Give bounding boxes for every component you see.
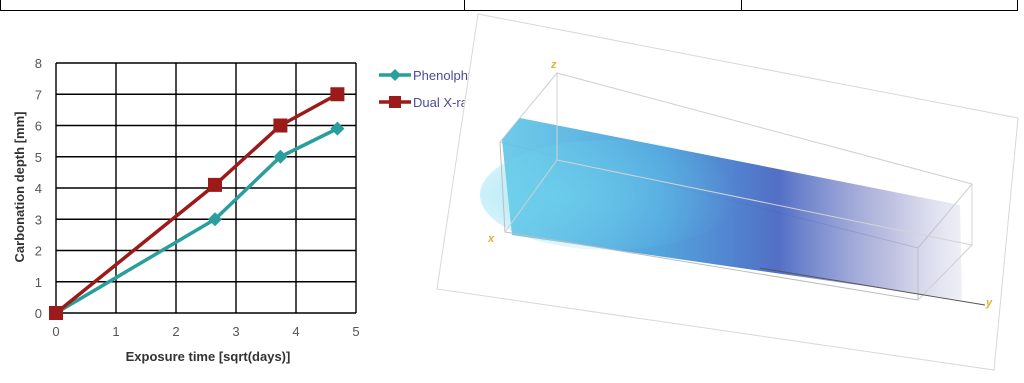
y-tick-label: 2: [35, 244, 42, 259]
data-point: [208, 212, 222, 227]
y-axis-line: [759, 267, 986, 306]
y-tick-labels: 0 1 2 3 4 5 6 7 8: [35, 56, 42, 321]
y-axis-label: Carbonation depth [mm]: [12, 112, 27, 263]
volume-box-edge: [917, 244, 973, 301]
y-tick-label: 5: [35, 150, 42, 165]
ct-volume-render: z x y: [436, 13, 1019, 371]
table-divider: [464, 0, 465, 10]
y-tick-label: 0: [35, 306, 42, 321]
volume-highlight: [480, 140, 740, 250]
y-tick-label: 6: [35, 119, 42, 134]
x-axis-label: Exposure time [sqrt(days)]: [126, 349, 291, 364]
y-tick-label: 1: [35, 275, 42, 290]
volume-box-edge: [504, 159, 558, 233]
chart-series: [49, 87, 345, 320]
y-axis-letter: y: [985, 297, 993, 309]
x-tick-label: 4: [292, 324, 299, 339]
x-tick-labels: 0 1 2 3 4 5: [52, 324, 359, 339]
series-line: [54, 92, 339, 315]
y-tick-label: 7: [35, 87, 42, 102]
x-tick-label: 2: [172, 324, 179, 339]
x-axis-letter: x: [487, 233, 495, 245]
table-divider: [741, 0, 742, 10]
data-point: [273, 149, 288, 164]
y-tick-label: 3: [35, 212, 42, 227]
table-bottom-border: [0, 0, 1018, 11]
x-tick-label: 0: [52, 324, 59, 339]
y-tick-label: 4: [35, 181, 42, 196]
series-line: [55, 127, 339, 315]
chart-grid: [55, 62, 357, 314]
volume-box-edges-back: [556, 73, 973, 246]
legend-marker: [389, 69, 401, 81]
volume-box-edges: [499, 141, 919, 301]
x-tick-label: 5: [352, 324, 359, 339]
x-tick-label: 1: [112, 324, 119, 339]
data-point: [49, 306, 63, 320]
data-point: [330, 87, 345, 102]
x-tick-label: 3: [232, 324, 239, 339]
z-axis-letter: z: [550, 59, 557, 71]
data-point: [273, 118, 288, 133]
y-tick-label: 8: [35, 56, 42, 71]
carbonation-chart: 0 1 2 3 4 5 6 7 8 0 1 2 3 4 5 Exposure time [sqrt(day…: [12, 56, 360, 364]
data-point: [330, 121, 345, 136]
legend-marker: [389, 96, 401, 108]
data-point: [208, 177, 222, 192]
